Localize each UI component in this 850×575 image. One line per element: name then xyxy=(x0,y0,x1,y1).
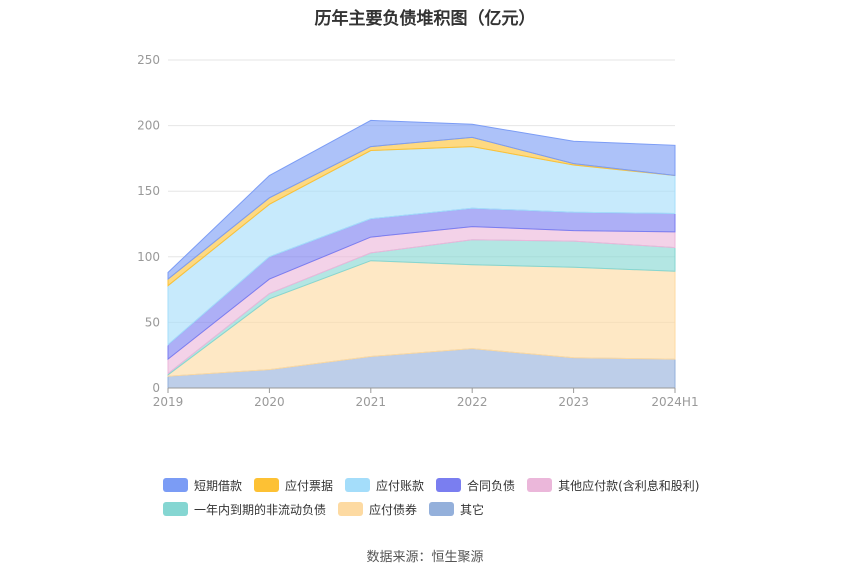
y-tick-label: 200 xyxy=(137,119,160,133)
legend-label: 短期借款 xyxy=(194,478,243,493)
legend-swatch xyxy=(527,478,553,492)
legend-item-bonds-payable[interactable]: 应付债券 xyxy=(338,501,417,518)
legend-row-1: 短期借款 应付票据 应付账款 合同负债 其他应付款(含利息和股利) xyxy=(163,473,723,497)
x-tick-label: 2023 xyxy=(558,395,589,409)
legend-label: 应付票据 xyxy=(285,478,334,493)
legend-item-notes-payable[interactable]: 应付票据 xyxy=(254,477,333,494)
legend-item-accounts-payable[interactable]: 应付账款 xyxy=(345,477,424,494)
chart-title: 历年主要负债堆积图（亿元） xyxy=(314,9,536,29)
x-tick-label: 2020 xyxy=(254,395,285,409)
legend-swatch xyxy=(429,502,455,516)
legend-label: 应付账款 xyxy=(376,478,425,493)
legend-label: 其它 xyxy=(460,502,485,517)
legend-swatch xyxy=(163,478,188,492)
legend-item-contract-liabilities[interactable]: 合同负债 xyxy=(436,477,515,494)
x-tick-label: 2021 xyxy=(356,395,387,409)
legend-swatch xyxy=(436,478,462,492)
y-tick-label: 0 xyxy=(152,381,160,395)
y-tick-label: 250 xyxy=(137,53,160,67)
data-source: 数据来源：恒生聚源 xyxy=(366,550,484,565)
x-tick-label: 2022 xyxy=(457,395,488,409)
legend-label: 一年内到期的非流动负债 xyxy=(194,502,327,517)
area-series xyxy=(167,119,676,281)
legend-swatch xyxy=(163,502,188,516)
y-tick-label: 100 xyxy=(137,250,160,264)
x-tick-label: 2019 xyxy=(153,395,184,409)
legend-label: 应付债券 xyxy=(369,502,418,517)
legend-swatch xyxy=(338,502,364,516)
legend-label: 其他应付款(含利息和股利) xyxy=(558,478,700,493)
legend-row-2: 一年内到期的非流动负债 应付债券 其它 xyxy=(163,497,723,521)
x-tick-label: 2024H1 xyxy=(651,395,698,409)
legend-item-other[interactable]: 其它 xyxy=(429,501,484,518)
legend-label: 合同负债 xyxy=(467,478,516,493)
legend-item-other-payables[interactable]: 其他应付款(含利息和股利) xyxy=(527,477,699,494)
legend-item-short-term-loans[interactable]: 短期借款 xyxy=(163,477,242,494)
y-tick-label: 150 xyxy=(137,184,160,198)
legend-swatch xyxy=(345,478,371,492)
stacked-area-chart: 0 50 100 150 200 250 2019 2020 2021 2022 2023 2024H… xyxy=(137,53,699,409)
legend-item-current-portion-noncurrent[interactable]: 一年内到期的非流动负债 xyxy=(163,501,326,518)
y-tick-label: 50 xyxy=(145,315,160,329)
legend-swatch xyxy=(254,478,280,492)
chart-legend: 短期借款 应付票据 应付账款 合同负债 其他应付款(含利息和股利) 一年内到期的… xyxy=(163,473,723,521)
